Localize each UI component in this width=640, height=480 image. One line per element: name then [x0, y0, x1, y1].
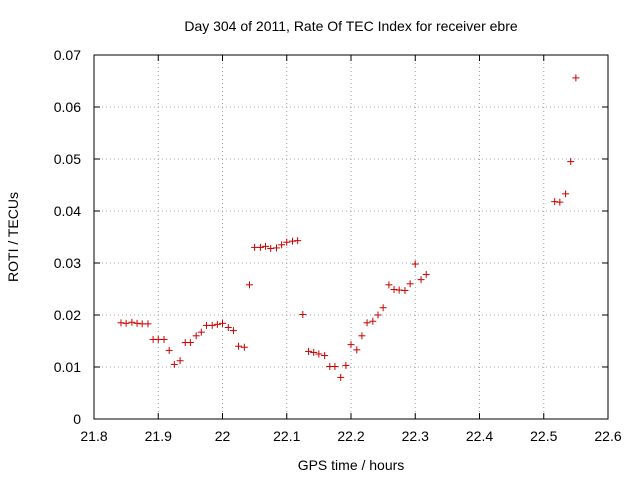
data-point	[347, 341, 355, 349]
y-tick-label: 0.04	[54, 203, 81, 219]
data-point	[186, 339, 194, 347]
data-point	[256, 243, 264, 251]
data-point	[240, 343, 248, 351]
data-point	[551, 198, 559, 206]
y-tick-label: 0.06	[54, 99, 81, 115]
data-points	[117, 74, 580, 381]
data-point	[363, 319, 371, 327]
y-tick-label: 0.01	[54, 359, 81, 375]
x-tick-label: 22.1	[273, 428, 300, 444]
data-point	[567, 158, 575, 166]
data-point	[267, 244, 275, 252]
data-point	[176, 357, 184, 365]
x-tick-label: 22.2	[337, 428, 364, 444]
data-point	[133, 319, 141, 327]
data-point	[342, 361, 350, 369]
data-point	[310, 348, 318, 356]
data-point	[278, 241, 286, 249]
data-point	[417, 276, 425, 284]
data-point	[422, 270, 430, 278]
data-point	[197, 328, 205, 336]
data-point	[299, 310, 307, 318]
data-point	[395, 286, 403, 294]
x-tick-label: 22.4	[466, 428, 493, 444]
data-point	[556, 198, 564, 206]
y-tick-label: 0.02	[54, 307, 81, 323]
data-point	[208, 321, 216, 329]
data-point	[262, 242, 270, 250]
y-tick-label: 0.07	[54, 47, 81, 63]
data-point	[235, 342, 243, 350]
x-tick-label: 21.9	[145, 428, 172, 444]
data-point	[165, 346, 173, 354]
data-point	[331, 362, 339, 370]
data-point	[406, 280, 414, 288]
x-tick-label: 22.5	[530, 428, 557, 444]
y-tick-label: 0	[73, 411, 81, 427]
x-tick-label: 21.8	[80, 428, 107, 444]
data-point	[170, 360, 178, 368]
data-point	[315, 350, 323, 358]
tick-labels: 21.8 21.9 22 22.1 22.2 22.3 22.4 22.5 22.6 0 0.01 0…	[54, 47, 622, 444]
y-tick-label: 0.05	[54, 151, 81, 167]
data-point	[321, 352, 329, 360]
chart-title: Day 304 of 2011, Rate Of TEC Index for r…	[184, 18, 518, 34]
data-point	[245, 281, 253, 289]
x-tick-label: 22	[215, 428, 231, 444]
data-point	[572, 74, 580, 82]
x-tick-label: 22.3	[402, 428, 429, 444]
data-point	[353, 346, 361, 354]
y-axis-label: ROTI / TECUs	[5, 192, 21, 282]
data-point	[390, 286, 398, 294]
data-point	[289, 237, 297, 245]
data-point	[358, 332, 366, 340]
data-point	[369, 317, 377, 325]
data-point	[122, 319, 130, 327]
data-point	[562, 190, 570, 198]
x-tick-label: 22.6	[594, 428, 621, 444]
data-point	[160, 335, 168, 343]
data-point	[224, 323, 232, 331]
data-point	[213, 320, 221, 328]
data-point	[305, 347, 313, 355]
data-point	[128, 318, 136, 326]
data-point	[379, 304, 387, 312]
data-point	[385, 281, 393, 289]
data-point	[337, 373, 345, 381]
data-point	[401, 287, 409, 295]
data-point	[229, 327, 237, 335]
data-point	[144, 320, 152, 328]
grid-lines	[94, 55, 608, 419]
data-point	[272, 244, 280, 252]
data-point	[294, 237, 302, 245]
data-point	[192, 332, 200, 340]
data-point	[117, 319, 125, 327]
data-point	[411, 260, 419, 268]
data-point	[283, 238, 291, 246]
data-point	[374, 311, 382, 319]
data-point	[219, 319, 226, 327]
x-axis-label: GPS time / hours	[298, 457, 405, 473]
axis-ticks	[93, 54, 609, 420]
y-tick-label: 0.03	[54, 255, 81, 271]
